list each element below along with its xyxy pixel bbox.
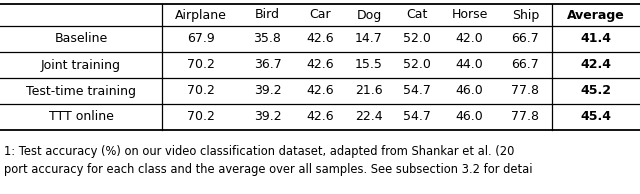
Text: 52.0: 52.0	[403, 33, 431, 46]
Text: 77.8: 77.8	[511, 85, 540, 98]
Text: 39.2: 39.2	[253, 111, 282, 124]
Text: 52.0: 52.0	[403, 59, 431, 72]
Text: 42.6: 42.6	[306, 85, 334, 98]
Text: port accuracy for each class and the average over all samples. See subsection 3.: port accuracy for each class and the ave…	[4, 164, 532, 177]
Text: 15.5: 15.5	[355, 59, 383, 72]
Text: 36.7: 36.7	[253, 59, 282, 72]
Text: 42.6: 42.6	[306, 111, 334, 124]
Text: 42.6: 42.6	[306, 33, 334, 46]
Text: Bird: Bird	[255, 9, 280, 22]
Text: 41.4: 41.4	[580, 33, 611, 46]
Text: TTT online: TTT online	[49, 111, 113, 124]
Text: 39.2: 39.2	[253, 85, 282, 98]
Text: Car: Car	[309, 9, 331, 22]
Text: 22.4: 22.4	[355, 111, 383, 124]
Text: Horse: Horse	[451, 9, 488, 22]
Text: 44.0: 44.0	[456, 59, 483, 72]
Text: 45.4: 45.4	[580, 111, 611, 124]
Text: 21.6: 21.6	[355, 85, 383, 98]
Text: 67.9: 67.9	[187, 33, 215, 46]
Text: 70.2: 70.2	[187, 111, 215, 124]
Text: Dog: Dog	[356, 9, 381, 22]
Text: 14.7: 14.7	[355, 33, 383, 46]
Text: 35.8: 35.8	[253, 33, 282, 46]
Text: 70.2: 70.2	[187, 85, 215, 98]
Text: 66.7: 66.7	[511, 59, 540, 72]
Text: 42.6: 42.6	[306, 59, 334, 72]
Text: 46.0: 46.0	[456, 85, 483, 98]
Text: 77.8: 77.8	[511, 111, 540, 124]
Text: Ship: Ship	[512, 9, 539, 22]
Text: 45.2: 45.2	[580, 85, 611, 98]
Text: Airplane: Airplane	[175, 9, 227, 22]
Text: Average: Average	[567, 9, 625, 22]
Text: 54.7: 54.7	[403, 85, 431, 98]
Text: 66.7: 66.7	[511, 33, 540, 46]
Text: 70.2: 70.2	[187, 59, 215, 72]
Text: 1: Test accuracy (%) on our video classification dataset, adapted from Shankar e: 1: Test accuracy (%) on our video classi…	[4, 146, 515, 158]
Text: Test-time training: Test-time training	[26, 85, 136, 98]
Text: Cat: Cat	[406, 9, 427, 22]
Text: Joint training: Joint training	[41, 59, 121, 72]
Text: 54.7: 54.7	[403, 111, 431, 124]
Text: Baseline: Baseline	[54, 33, 108, 46]
Text: 46.0: 46.0	[456, 111, 483, 124]
Text: 42.4: 42.4	[580, 59, 611, 72]
Text: 42.0: 42.0	[456, 33, 483, 46]
